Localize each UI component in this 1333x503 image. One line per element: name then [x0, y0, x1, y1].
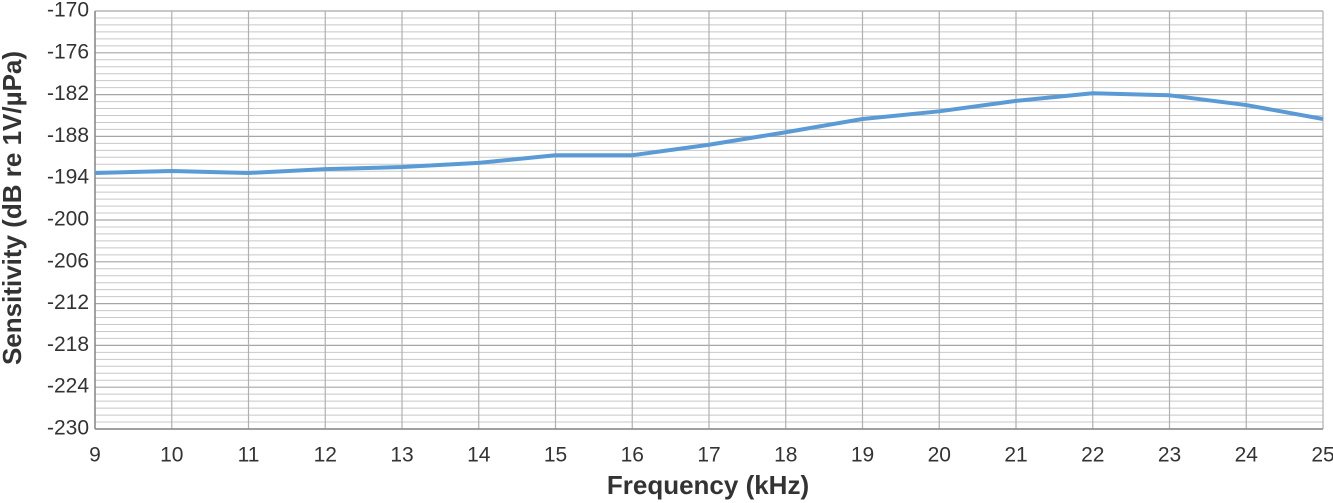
y-tick-label: -212	[47, 291, 89, 314]
y-tick-label: -194	[47, 166, 89, 189]
x-tick-label: 17	[697, 444, 720, 467]
y-tick-label: -218	[47, 333, 89, 356]
y-tick-label: -224	[47, 375, 89, 398]
x-tick-label: 18	[774, 444, 797, 467]
x-tick-label: 20	[928, 444, 951, 467]
x-tick-label: 25	[1311, 444, 1333, 467]
x-tick-label: 9	[89, 444, 101, 467]
data-line	[94, 91, 1324, 175]
y-tick-label: -206	[47, 249, 89, 272]
x-tick-label: 22	[1081, 444, 1104, 467]
x-tick-label: 24	[1235, 444, 1259, 467]
y-tick-label: -182	[47, 82, 89, 105]
y-tick-label: -230	[47, 417, 89, 440]
x-tick-label: 16	[621, 444, 644, 467]
x-tick-label: 15	[544, 444, 567, 467]
x-tick-label: 10	[160, 444, 183, 467]
y-tick-label: -176	[47, 40, 89, 63]
x-tick-label: 13	[390, 444, 413, 467]
x-tick-label: 11	[238, 444, 260, 467]
y-tick-label: -200	[47, 208, 89, 231]
x-tick-label: 14	[467, 444, 491, 467]
y-axis-title: Sensitivity (dB re 1V/µPa)	[0, 51, 27, 365]
y-tick-label: -188	[47, 124, 89, 147]
x-tick-label: 21	[1004, 444, 1027, 467]
x-axis-title: Frequency (kHz)	[607, 470, 809, 500]
x-tick-label: 19	[851, 444, 874, 467]
y-tick-label: -170	[47, 0, 89, 22]
x-tick-label: 23	[1158, 444, 1181, 467]
x-tick-label: 12	[314, 444, 337, 467]
